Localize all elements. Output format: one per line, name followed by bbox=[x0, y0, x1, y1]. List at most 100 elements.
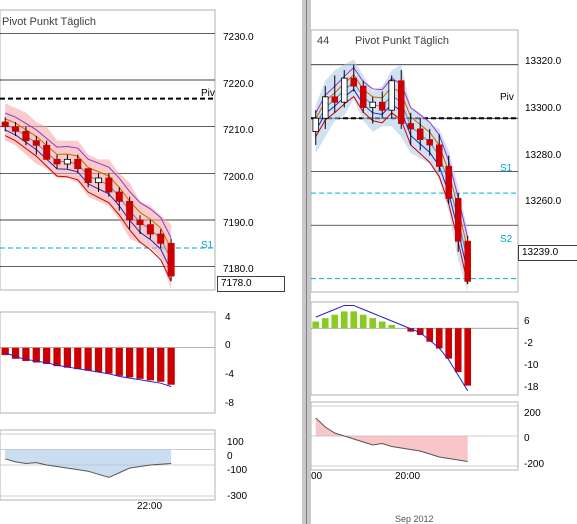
macd-histogram-bar bbox=[22, 347, 30, 362]
macd-histogram-bar bbox=[84, 347, 92, 371]
candle-body bbox=[136, 219, 144, 226]
left-price-tick: 7210.0 bbox=[223, 125, 254, 136]
cci-line bbox=[5, 458, 172, 478]
right-price-tick: 13260.0 bbox=[525, 196, 562, 207]
left-price-tick: 7190.0 bbox=[223, 218, 254, 229]
left-cci-tick: -300 bbox=[227, 491, 248, 502]
candle-body bbox=[312, 117, 319, 132]
macd-histogram-bar bbox=[43, 347, 51, 364]
left-time-label: 22:00 bbox=[137, 501, 163, 512]
right-time-label-b: 20:00 bbox=[395, 471, 421, 482]
price-pane-frame bbox=[311, 29, 519, 293]
left-price-tick: 7180.0 bbox=[223, 264, 254, 275]
candle-body bbox=[378, 101, 386, 111]
candle-body bbox=[115, 191, 123, 202]
macd-histogram-bar bbox=[53, 347, 61, 367]
macd-histogram-bar bbox=[126, 347, 134, 378]
macd-histogram-bar bbox=[94, 347, 103, 373]
candle-body bbox=[84, 168, 92, 184]
macd-histogram-bar bbox=[416, 328, 424, 335]
right-chart-title: Pivot Punkt Täglich bbox=[355, 35, 449, 47]
candle-body bbox=[369, 101, 376, 108]
cci-line bbox=[315, 417, 468, 462]
macd-histogram-bar bbox=[312, 321, 320, 329]
candle-body bbox=[340, 77, 348, 103]
window-divider[interactable] bbox=[302, 0, 311, 524]
macd-histogram-bar bbox=[167, 347, 175, 385]
macd-histogram-bar bbox=[105, 347, 113, 374]
candle-body bbox=[407, 123, 414, 130]
macd-histogram-bar bbox=[1, 347, 9, 356]
left-price-tick: 7200.0 bbox=[223, 172, 254, 183]
right-last-price: 13239.0 bbox=[518, 245, 577, 261]
right-chart-svg bbox=[311, 29, 519, 471]
macd-histogram-bar bbox=[464, 328, 472, 386]
macd-pane-frame bbox=[0, 311, 216, 414]
right-bottom-label: Sep 2012 bbox=[395, 514, 434, 524]
macd-histogram-bar bbox=[63, 347, 72, 368]
macd-histogram-bar bbox=[369, 318, 377, 329]
right-macd-tick: 6 bbox=[524, 316, 530, 327]
macd-histogram-bar bbox=[321, 318, 329, 329]
left-s1-label: S1 bbox=[201, 240, 214, 251]
candle-body bbox=[426, 139, 433, 146]
macd-histogram-bar bbox=[331, 314, 339, 329]
macd-histogram-bar bbox=[435, 328, 443, 349]
right-price-tick: 13280.0 bbox=[525, 150, 562, 161]
candle-body bbox=[445, 165, 452, 199]
candle-body bbox=[350, 77, 357, 87]
macd-histogram-bar bbox=[388, 324, 396, 329]
left-cci-tick: 0 bbox=[227, 451, 233, 462]
macd-histogram-bar bbox=[378, 321, 386, 329]
cci-area bbox=[5, 449, 172, 478]
macd-histogram-bar bbox=[74, 347, 82, 370]
candle-body bbox=[157, 233, 165, 244]
left-chart-title: Pivot Punkt Täglich bbox=[2, 16, 96, 28]
left-cci-tick: -100 bbox=[227, 465, 248, 476]
left-chart-window: Pivot Punkt Täglich Piv S1 7230.0 7220.0… bbox=[0, 9, 285, 512]
macd-histogram-bar bbox=[350, 311, 358, 329]
right-macd-tick: -18 bbox=[524, 382, 539, 393]
macd-histogram-bar bbox=[115, 347, 123, 376]
right-macd-tick: -10 bbox=[524, 360, 539, 371]
price-pane-frame bbox=[0, 9, 216, 291]
right-price-tick: 13300.0 bbox=[525, 103, 562, 114]
candle-body bbox=[167, 242, 175, 277]
macd-histogram-bar bbox=[340, 311, 348, 329]
macd-signal-line bbox=[4, 352, 172, 388]
left-macd-tick: 4 bbox=[225, 312, 231, 323]
macd-histogram-bar bbox=[426, 328, 434, 342]
candle-body bbox=[105, 177, 113, 193]
moving-average-line bbox=[5, 112, 172, 239]
left-pivot-label: Piv bbox=[201, 88, 215, 99]
candle-body bbox=[397, 80, 405, 124]
moving-average-line bbox=[4, 135, 172, 282]
macd-histogram-bar bbox=[359, 314, 367, 329]
candle-body bbox=[435, 144, 443, 167]
macd-histogram-bar bbox=[11, 347, 20, 359]
candle-body bbox=[74, 158, 82, 170]
candle-body bbox=[32, 140, 40, 146]
candle-body bbox=[464, 240, 471, 282]
macd-histogram-bar bbox=[454, 328, 462, 373]
right-cci-tick: 200 bbox=[524, 408, 541, 419]
candle-body bbox=[22, 130, 30, 142]
left-price-tick: 7220.0 bbox=[223, 79, 254, 90]
right-s1-label: S1 bbox=[500, 163, 513, 174]
candle-body bbox=[95, 177, 103, 184]
candle-body bbox=[388, 80, 395, 111]
ichimoku-cloud bbox=[5, 103, 172, 290]
macd-histogram-bar bbox=[157, 347, 165, 382]
cci-area bbox=[315, 418, 468, 462]
left-chart-svg bbox=[0, 9, 216, 501]
moving-average-line bbox=[4, 118, 172, 250]
left-macd-tick: 0 bbox=[225, 340, 231, 351]
right-chart-window: 44 Pivot Punkt Täglich Piv S1 S2 13320.0… bbox=[311, 0, 577, 524]
candle-body bbox=[1, 121, 9, 128]
left-last-price: 7178.0 bbox=[217, 276, 285, 292]
right-cci-tick: -200 bbox=[524, 459, 545, 470]
macd-histogram-bar bbox=[146, 347, 155, 381]
candle-body bbox=[63, 158, 71, 165]
candle-body bbox=[146, 224, 154, 235]
right-price-tick: 13320.0 bbox=[525, 56, 562, 67]
